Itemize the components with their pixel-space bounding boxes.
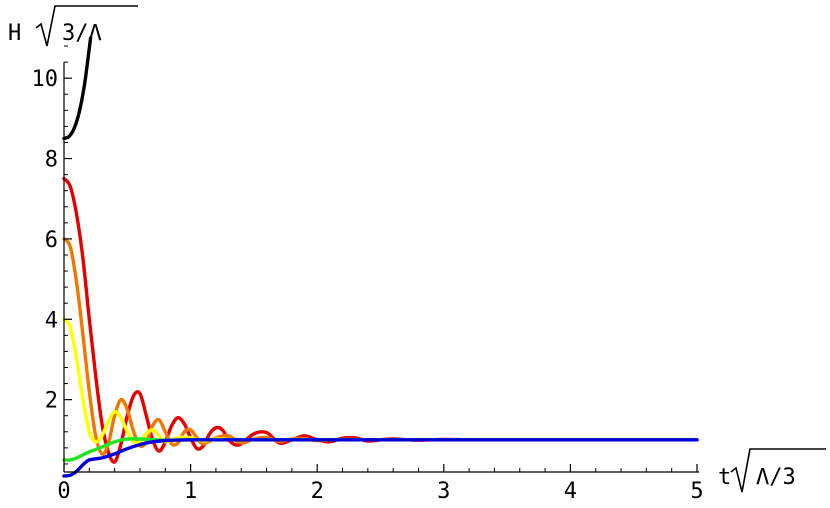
x-tick-label: 5 xyxy=(690,479,703,504)
x-tick-label: 3 xyxy=(437,479,450,504)
y-tick-label: 10 xyxy=(32,67,59,92)
y-axis-label-radicand: 3/Λ xyxy=(62,21,102,46)
x-ticks: 0 1 2 3 4 5 xyxy=(57,463,704,504)
y-tick-label: 2 xyxy=(45,389,58,414)
y-tick-label: 6 xyxy=(45,228,58,253)
y-tick-label: 8 xyxy=(45,148,58,173)
series-line-3 xyxy=(62,237,699,456)
x-axis-label-radical xyxy=(730,448,826,493)
x-axis-label-prefix: t xyxy=(718,465,731,490)
series-line-4 xyxy=(62,317,699,445)
y-axis-label-radical xyxy=(35,5,138,47)
y-ticks: 2 4 6 8 10 xyxy=(32,45,72,465)
series-group xyxy=(62,36,699,478)
x-axis-label: t Λ/3 xyxy=(718,448,826,493)
y-axis-label-prefix: H xyxy=(8,21,21,46)
y-tick-label: 4 xyxy=(45,308,58,333)
axes: 0 1 2 3 4 5 2 4 6 8 10 xyxy=(32,45,704,504)
x-tick-label: 0 xyxy=(57,479,70,504)
x-tick-label: 1 xyxy=(184,479,197,504)
series-line-1 xyxy=(62,36,93,141)
x-tick-label: 4 xyxy=(564,479,577,504)
series-line-6 xyxy=(62,438,699,478)
x-tick-label: 2 xyxy=(311,479,324,504)
x-axis-label-radicand: Λ/3 xyxy=(756,465,796,490)
y-axis-label: H 3/Λ xyxy=(8,5,138,47)
